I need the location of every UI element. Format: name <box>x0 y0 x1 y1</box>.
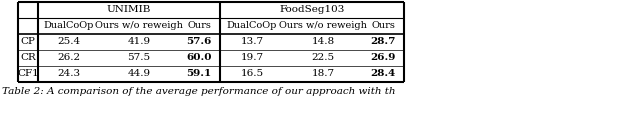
Text: Ours w/o reweigh: Ours w/o reweigh <box>279 21 367 31</box>
Text: CF1: CF1 <box>17 70 39 79</box>
Text: UNIMIB: UNIMIB <box>107 5 151 14</box>
Text: 18.7: 18.7 <box>312 70 335 79</box>
Text: FoodSeg103: FoodSeg103 <box>279 5 345 14</box>
Text: 57.5: 57.5 <box>127 53 150 62</box>
Text: Ours: Ours <box>187 21 211 31</box>
Text: 59.1: 59.1 <box>186 70 212 79</box>
Text: DualCoOp: DualCoOp <box>44 21 94 31</box>
Text: 60.0: 60.0 <box>186 53 212 62</box>
Text: 57.6: 57.6 <box>186 38 212 46</box>
Text: 24.3: 24.3 <box>58 70 81 79</box>
Text: 22.5: 22.5 <box>312 53 335 62</box>
Text: 16.5: 16.5 <box>241 70 264 79</box>
Text: 25.4: 25.4 <box>58 38 81 46</box>
Text: 28.4: 28.4 <box>371 70 396 79</box>
Text: 44.9: 44.9 <box>127 70 150 79</box>
Text: CR: CR <box>20 53 36 62</box>
Text: 13.7: 13.7 <box>241 38 264 46</box>
Text: 26.2: 26.2 <box>58 53 81 62</box>
Text: 28.7: 28.7 <box>371 38 396 46</box>
Text: Ours: Ours <box>371 21 395 31</box>
Text: CP: CP <box>20 38 35 46</box>
Text: 41.9: 41.9 <box>127 38 150 46</box>
Text: DualCoOp: DualCoOp <box>227 21 277 31</box>
Text: 26.9: 26.9 <box>371 53 396 62</box>
Text: Table 2: A comparison of the average performance of our approach with th: Table 2: A comparison of the average per… <box>2 87 396 96</box>
Text: 19.7: 19.7 <box>241 53 264 62</box>
Text: Ours w/o reweigh: Ours w/o reweigh <box>95 21 183 31</box>
Text: 14.8: 14.8 <box>312 38 335 46</box>
